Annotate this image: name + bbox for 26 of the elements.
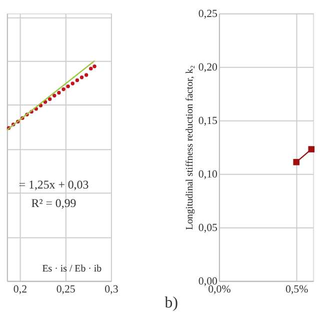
y-axis-title: Longitudinal stiffness reduction factor, k₂ — [184, 65, 196, 230]
x-tick-label: 0,5% — [286, 283, 308, 296]
x-tick-label: 0,2 — [13, 283, 27, 296]
point — [48, 97, 52, 102]
x-tick-label: 0,25 — [56, 283, 76, 296]
annotation: = 1,25x + 0,03 — [18, 178, 89, 192]
point — [70, 82, 74, 86]
point — [80, 76, 84, 80]
y-tick-label: 0,25 — [198, 8, 218, 20]
point — [52, 94, 56, 98]
x-axis-title: Es · is / Eb · ib — [42, 263, 102, 274]
point — [89, 66, 93, 70]
y-tick-label: 0,10 — [198, 168, 218, 180]
text: b) — [164, 294, 178, 312]
point — [75, 78, 80, 82]
y-tick-label: 0,20 — [198, 61, 218, 74]
annotation: R² = 0,99 — [31, 196, 76, 210]
y-tick-label: 0,05 — [198, 222, 218, 234]
point — [92, 64, 96, 68]
x-tick-label: 0,3 — [104, 283, 119, 296]
x-tick-label: 0,0% — [208, 283, 231, 296]
point — [57, 90, 61, 95]
y-tick-label: 0,15 — [198, 114, 218, 127]
point — [84, 73, 88, 77]
point — [62, 87, 66, 92]
point — [66, 84, 70, 88]
